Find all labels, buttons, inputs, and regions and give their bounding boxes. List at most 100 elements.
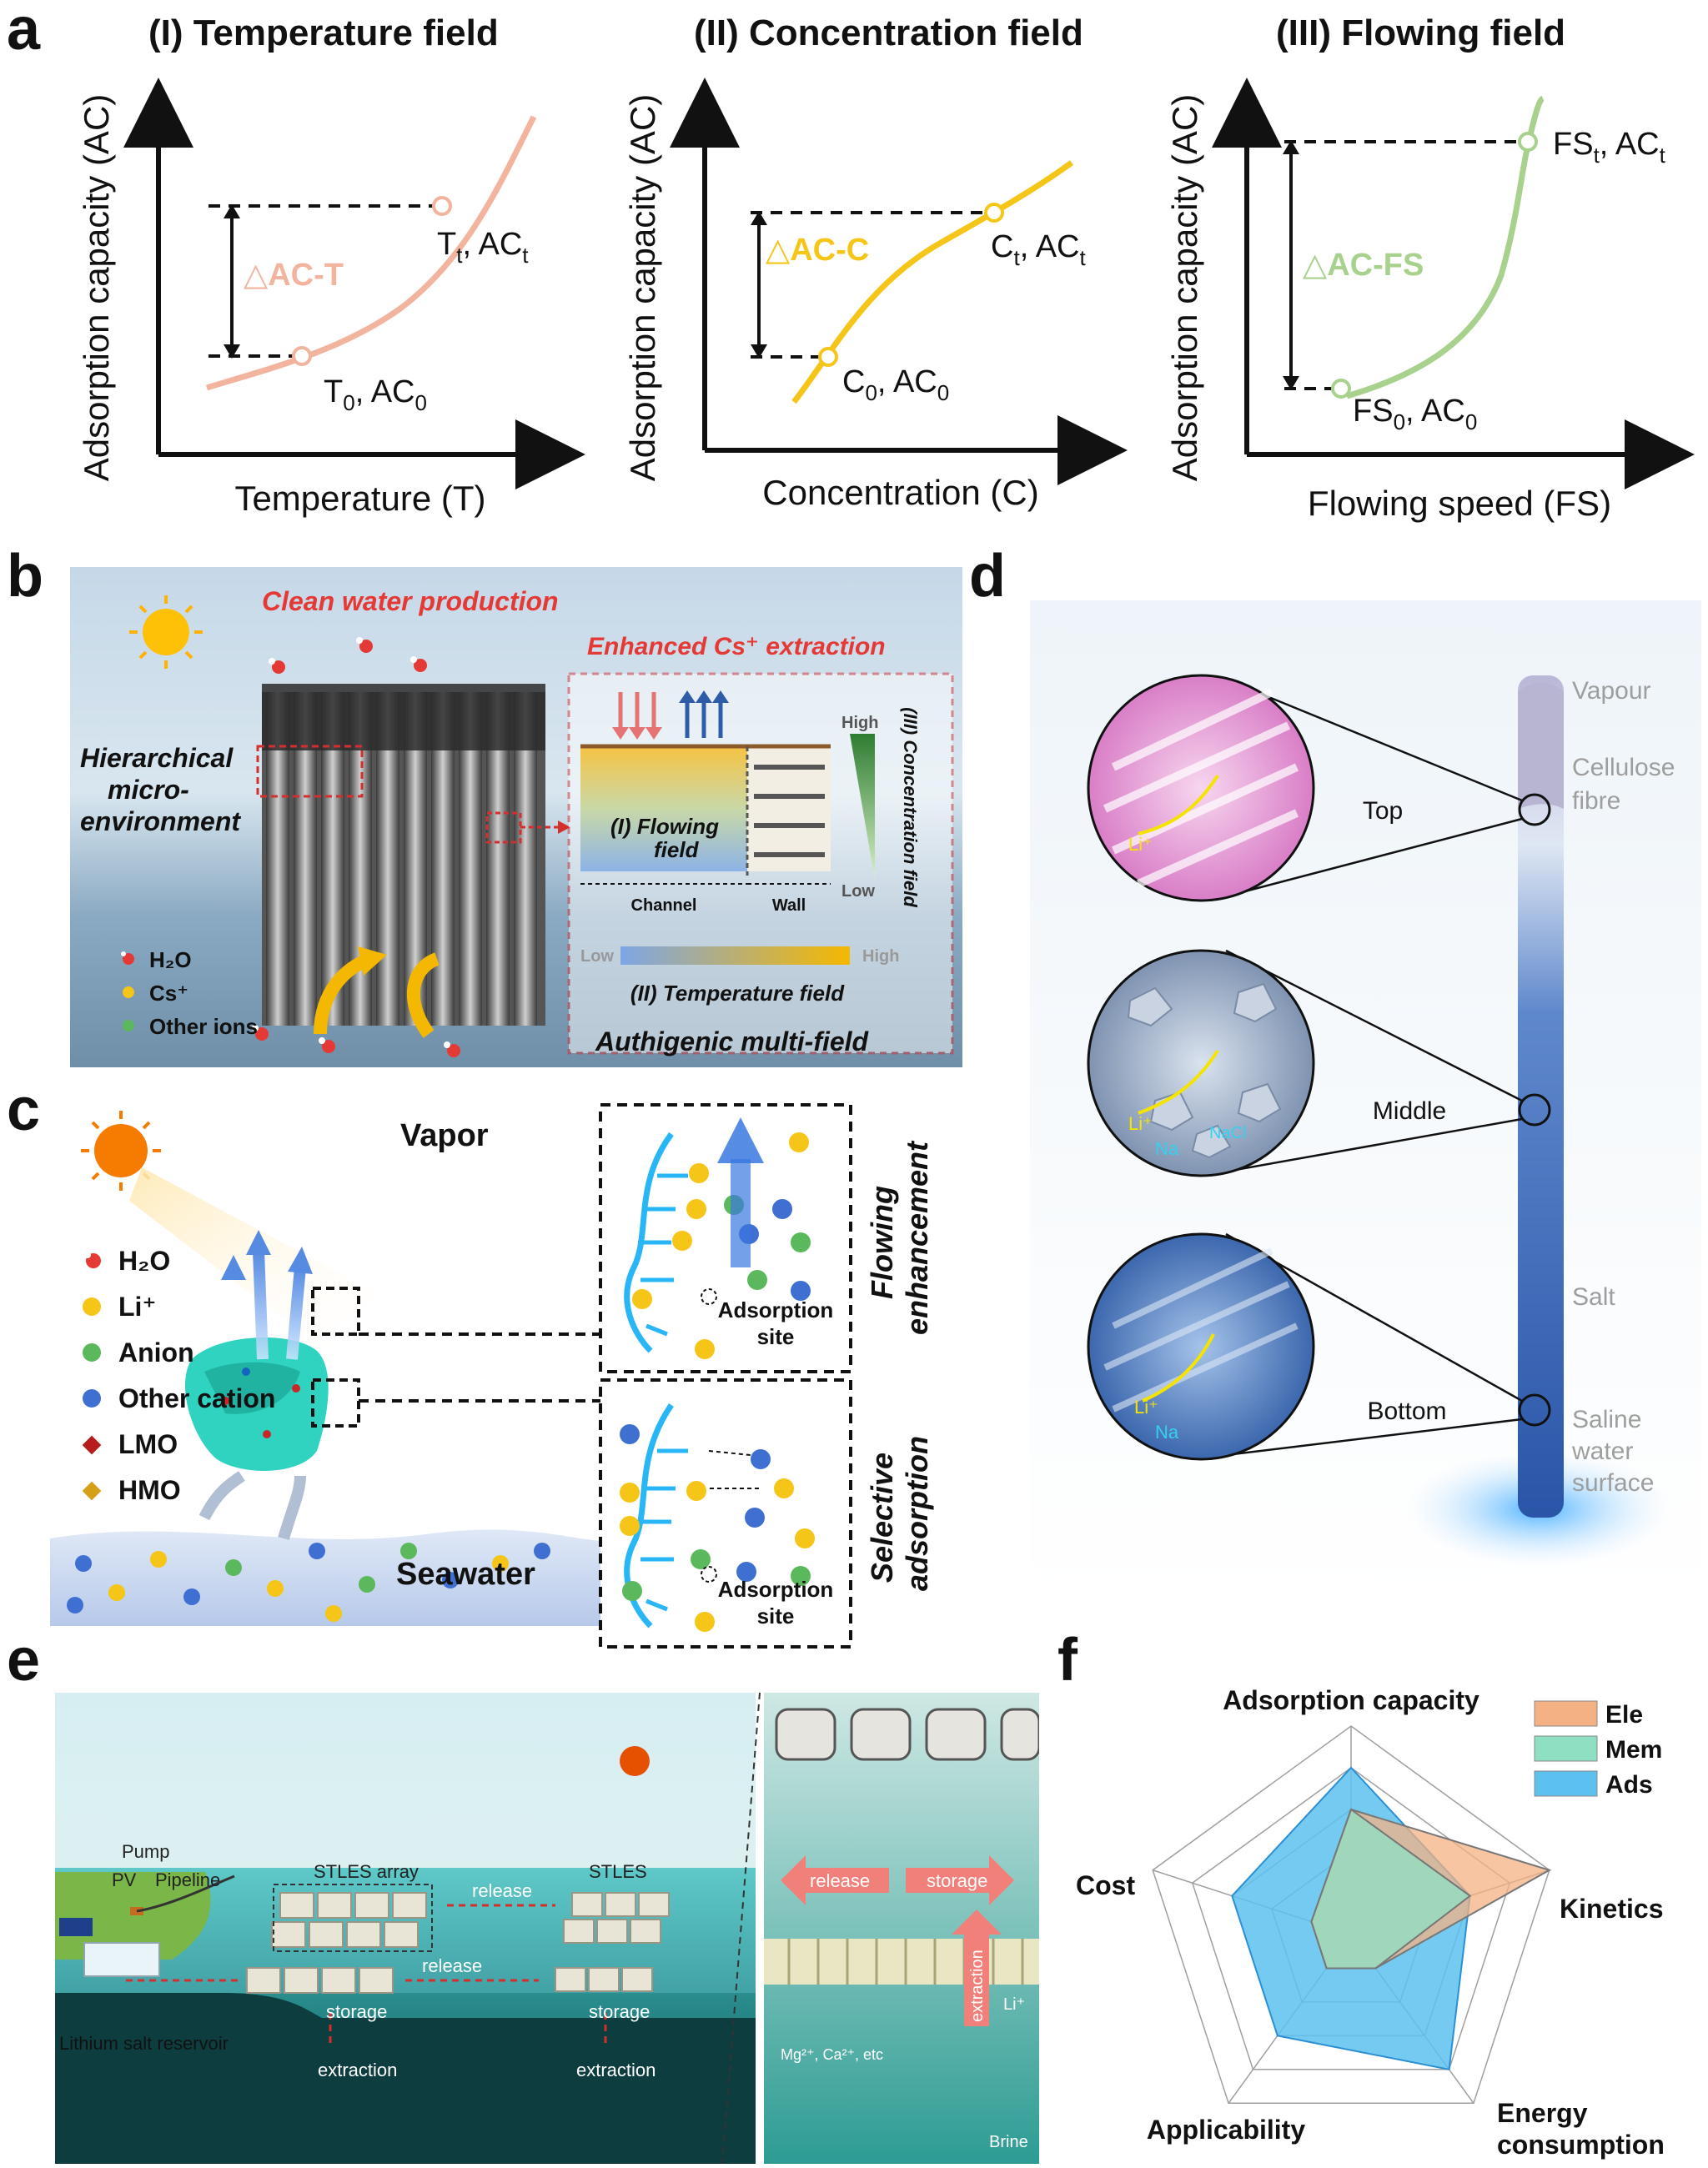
axis-label-kinetics: Kinetics [1560, 1894, 1663, 1924]
svg-text:extraction: extraction [576, 2060, 656, 2080]
panel-c-letter: c [7, 1076, 41, 1143]
svg-text:release: release [422, 1955, 482, 1976]
svg-text:Anion: Anion [118, 1337, 194, 1368]
plot-2-ylabel: Adsorption capacity (AC) [623, 94, 662, 482]
svg-text:Li⁺: Li⁺ [1128, 834, 1153, 855]
plot-3-delta: △AC-FS [1303, 248, 1424, 283]
svg-text:High: High [841, 714, 878, 732]
svg-text:H₂O: H₂O [118, 1246, 170, 1276]
svg-text:storage: storage [589, 2001, 650, 2022]
zoom-bottom: Li⁺ Na [1087, 1232, 1315, 1461]
plot-1-delta: △AC-T [244, 258, 344, 293]
authigenic-label: Authigenic multi-field [595, 1026, 870, 1056]
zoom-middle: Li⁺ Na NaCl [1087, 949, 1315, 1177]
multi-field-inset: High Low (III) Concentration field (I) F… [567, 672, 954, 1055]
seawater-label: Seawater [396, 1557, 535, 1592]
svg-text:Li⁺: Li⁺ [118, 1292, 156, 1322]
zoom-label-top: Top [1363, 797, 1403, 825]
legend-swatch-mem [1534, 1735, 1598, 1762]
panel-f-letter: f [1057, 1627, 1078, 1694]
panel-a-letter: a [7, 0, 41, 63]
panel-c-illustration: Vapor Seawater H₂O Li⁺ Anion Other catio… [50, 1103, 934, 1649]
plot-1-title: (I) Temperature field [148, 13, 499, 53]
plot-1-end-label: Tt, ACt [437, 227, 529, 268]
plot-3-start-label: FS0, AC0 [1353, 394, 1477, 434]
plot-3-end-point [1518, 132, 1538, 152]
zoom-label-bottom: Bottom [1367, 1398, 1446, 1425]
svg-text:extraction: extraction [318, 2060, 397, 2080]
svg-text:Adsorption: Adsorption [718, 1577, 834, 1602]
zoom-top: Li⁺ [1087, 674, 1315, 902]
plot-1-xlabel: Temperature (T) [234, 479, 485, 518]
svg-text:Channel: Channel [631, 896, 697, 915]
inflow-arrow-2 [406, 952, 440, 1038]
stles-array [246, 1892, 670, 1994]
clean-water-label: Clean water production [262, 586, 559, 616]
svg-text:Low: Low [580, 947, 614, 966]
plot-1-ylabel: Adsorption capacity (AC) [77, 94, 116, 482]
svg-text:H₂O: H₂O [149, 947, 192, 972]
flowing-enhancement-label: Flowing enhancement [865, 1140, 934, 1335]
svg-text:HMO: HMO [118, 1475, 181, 1505]
svg-text:surface: surface [1572, 1469, 1654, 1497]
plot-1-end-point [432, 196, 452, 216]
sun-icon [129, 595, 203, 669]
salt-reservoir [83, 1942, 160, 1977]
plot-3-ylabel: Adsorption capacity (AC) [1165, 94, 1204, 482]
enhanced-extraction-label: Enhanced Cs⁺ extraction [587, 633, 886, 660]
svg-text:NaCl: NaCl [1209, 1124, 1246, 1142]
fibre-labels: Vapour Cellulose fibre Salt Saline water… [1571, 677, 1675, 1497]
plot-1-start-label: T0, AC0 [324, 374, 427, 415]
radar-ring-5 [1152, 1725, 1550, 2105]
legend-swatch-ads [1534, 1770, 1598, 1797]
svg-text:High: High [862, 947, 899, 966]
radar-series-mem [1310, 1808, 1472, 1970]
selective-adsorption-label: Selective adsorption [865, 1436, 934, 1591]
plot-temperature: (I) Temperature field Adsorption capacit… [77, 13, 585, 518]
panel-d-illustration: Li⁺ Li⁺ Na NaCl Li⁺ Na Top Middle Bottom… [1030, 600, 1701, 1601]
svg-text:Cellulose: Cellulose [1572, 754, 1675, 781]
svg-text:PV: PV [112, 1869, 137, 1890]
svg-text:site: site [757, 1324, 795, 1349]
radar-legend: Ele Mem Ads [1534, 1700, 1662, 1799]
radar-series [1231, 1766, 1552, 2070]
axis-label-energy: Energy consumption [1497, 2098, 1665, 2160]
svg-text:Mg²⁺, Ca²⁺, etc: Mg²⁺, Ca²⁺, etc [781, 2046, 883, 2063]
legend-label-ads: Ads [1605, 1771, 1653, 1799]
plot-2-xlabel: Concentration (C) [762, 473, 1038, 512]
storage-arrow [906, 1855, 1014, 1905]
svg-text:Other ions: Other ions [149, 1014, 258, 1039]
svg-text:Li⁺: Li⁺ [1128, 1113, 1153, 1134]
selective-adsorption-inset: Adsorption site [599, 1378, 852, 1649]
panel-b-illustration: H₂O Cs⁺ Other ions Clean water productio… [70, 567, 962, 1067]
svg-text:Low: Low [841, 882, 875, 901]
svg-text:Pipeline: Pipeline [155, 1869, 220, 1890]
svg-text:storage: storage [326, 2001, 387, 2022]
plot-2-end-point [984, 203, 1004, 223]
hierarchical-label: Hierarchical micro- environment [80, 743, 241, 836]
radar-chart: Adsorption capacity Kinetics Energy consu… [1076, 1685, 1665, 2160]
vapor-arrows [221, 1230, 313, 1360]
evaporator-cube [184, 1337, 329, 1471]
svg-text:STLES: STLES [589, 1861, 647, 1882]
plot-3-xlabel: Flowing speed (FS) [1308, 484, 1611, 523]
panel-e-letter: e [7, 1627, 41, 1694]
plot-2-end-label: Ct, ACt [991, 229, 1087, 270]
svg-text:fibre: fibre [1572, 787, 1620, 815]
plot-3-curve [1346, 95, 1545, 399]
panel-a-plots: (I) Temperature field Adsorption capacit… [77, 13, 1695, 523]
plot-3-end-label: FSt, ACt [1553, 127, 1666, 168]
vapor-label: Vapor [400, 1118, 489, 1153]
panel-c-legend: H₂O Li⁺ Anion Other cation LMO HMO [82, 1246, 275, 1505]
column-array [256, 684, 570, 1026]
svg-text:release: release [472, 1880, 532, 1901]
svg-text:Li⁺: Li⁺ [1003, 1995, 1025, 2014]
svg-text:STLES array: STLES array [314, 1861, 419, 1882]
sun-icon [620, 1746, 650, 1776]
axis-label-applicability: Applicability [1147, 2115, 1305, 2145]
plot-3-start-point [1331, 379, 1351, 399]
svg-text:site: site [757, 1603, 795, 1629]
svg-text:extraction: extraction [968, 1950, 987, 2022]
panel-b-legend: H₂O Cs⁺ Other ions [121, 947, 258, 1039]
plot-flowing: (III) Flowing field Adsorption capacity … [1165, 13, 1695, 523]
